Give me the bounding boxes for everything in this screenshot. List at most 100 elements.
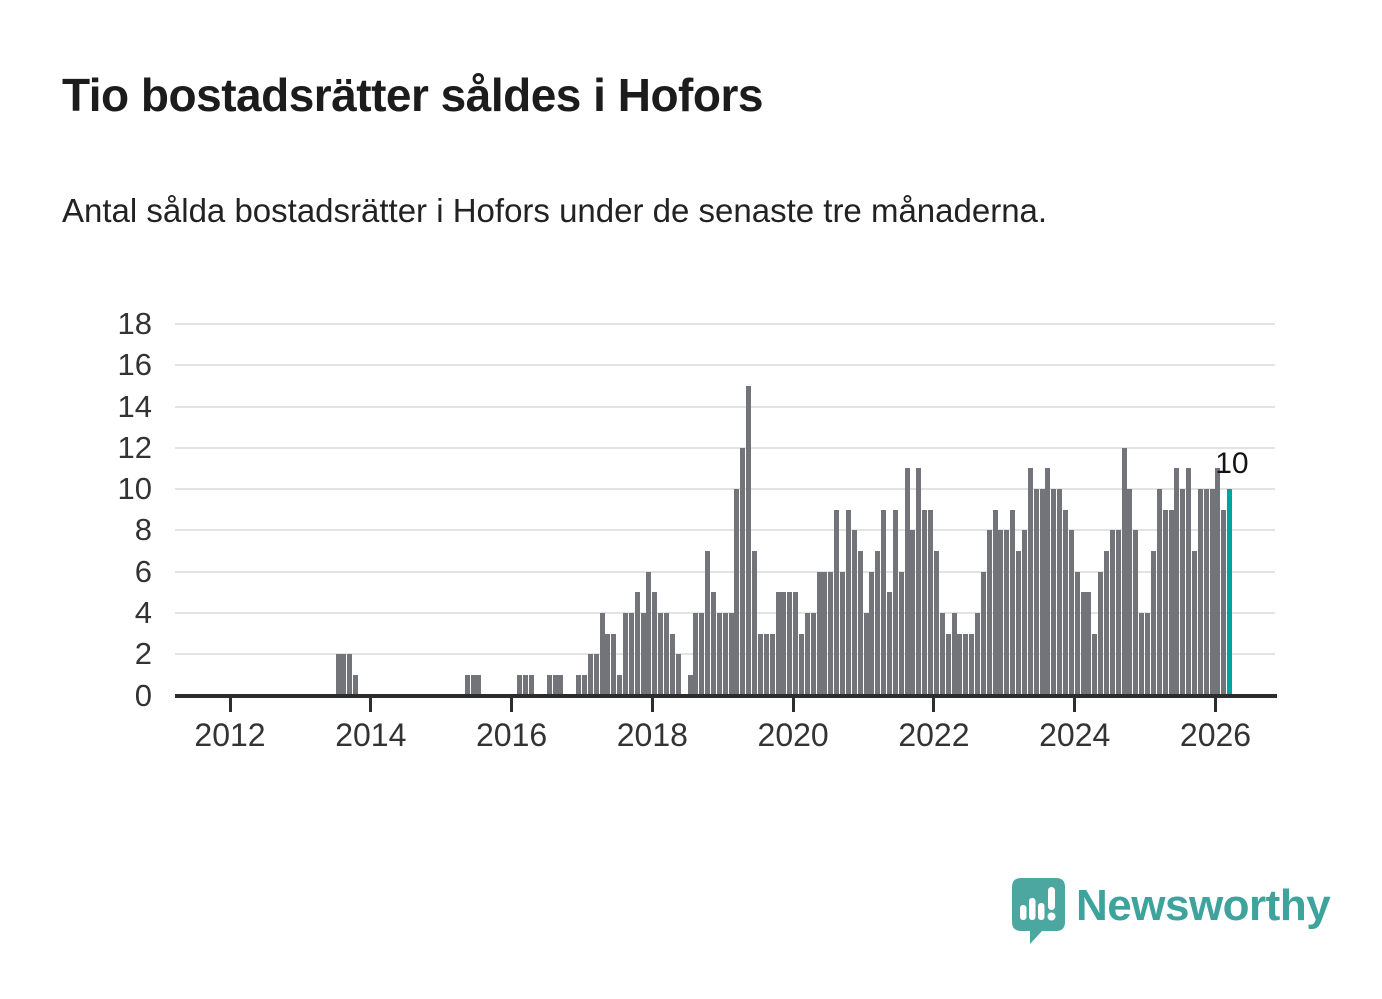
- bar: [881, 509, 887, 696]
- bar: [1033, 489, 1039, 696]
- bar: [939, 612, 945, 696]
- bar: [892, 509, 898, 696]
- last-value-label: 10: [1215, 447, 1249, 481]
- gridline: [175, 446, 1275, 449]
- bar: [974, 612, 980, 696]
- bar: [746, 385, 752, 696]
- bar: [728, 612, 734, 696]
- bar: [933, 551, 939, 696]
- bar: [558, 674, 564, 696]
- y-axis-tick-label: 10: [117, 471, 152, 507]
- x-axis-tick-label: 2024: [1039, 716, 1111, 753]
- bar: [763, 633, 769, 696]
- newsworthy-logo: Newsworthy: [1012, 878, 1332, 948]
- bar: [1062, 509, 1068, 696]
- bar: [652, 592, 658, 696]
- x-axis-tick: [1213, 698, 1217, 712]
- bar: [1098, 571, 1104, 696]
- bar: [693, 612, 699, 696]
- bar: [787, 592, 793, 696]
- bar: [1180, 489, 1186, 696]
- x-axis-tick: [1073, 698, 1077, 712]
- highlighted-bar: [1227, 489, 1233, 696]
- bar: [611, 633, 617, 696]
- bar: [740, 447, 746, 696]
- bar: [875, 551, 881, 696]
- bar: [998, 530, 1004, 696]
- bar: [857, 551, 863, 696]
- bar: [957, 633, 963, 696]
- bar: [945, 633, 951, 696]
- bar: [928, 509, 934, 696]
- bar: [523, 674, 529, 696]
- bar: [628, 612, 634, 696]
- bar: [1004, 530, 1010, 696]
- bar: [1127, 489, 1133, 696]
- bar: [1045, 468, 1051, 696]
- bar: [646, 571, 652, 696]
- bar: [1104, 551, 1110, 696]
- bar: [1021, 530, 1027, 696]
- bar: [986, 530, 992, 696]
- bar: [699, 612, 705, 696]
- bar: [1080, 592, 1086, 696]
- y-axis-tick-label: 2: [134, 636, 152, 672]
- bar: [722, 612, 728, 696]
- bar: [640, 612, 646, 696]
- bar: [1139, 612, 1145, 696]
- bar: [1150, 551, 1156, 696]
- x-axis-tick: [510, 698, 514, 712]
- x-axis-tick: [650, 698, 654, 712]
- bar: [634, 592, 640, 696]
- bar: [341, 654, 347, 696]
- bar: [705, 551, 711, 696]
- y-axis-tick-label: 4: [134, 594, 152, 630]
- bar: [669, 633, 675, 696]
- bar: [810, 612, 816, 696]
- newsworthy-logo-icon: [1012, 878, 1065, 944]
- bar: [605, 633, 611, 696]
- x-axis-line: [175, 694, 1277, 698]
- y-axis-tick-label: 8: [134, 512, 152, 548]
- bar: [1109, 530, 1115, 696]
- x-axis-tick-label: 2018: [616, 716, 688, 753]
- bar: [546, 674, 552, 696]
- bar: [658, 612, 664, 696]
- bar: [711, 592, 716, 696]
- bar: [734, 489, 740, 696]
- bar: [1209, 489, 1215, 696]
- bar: [1121, 447, 1127, 696]
- bar: [816, 571, 822, 696]
- x-axis-tick-label: 2022: [898, 716, 970, 753]
- bar: [951, 612, 957, 696]
- bar: [675, 654, 681, 696]
- bar: [617, 674, 623, 696]
- bar: [476, 674, 482, 696]
- bar: [1039, 489, 1045, 696]
- bar: [1203, 489, 1209, 696]
- gridline: [175, 364, 1275, 367]
- x-axis-tick-label: 2020: [757, 716, 829, 753]
- bar: [517, 674, 523, 696]
- bar: [963, 633, 969, 696]
- bar: [1051, 489, 1057, 696]
- bar: [353, 674, 359, 696]
- bar: [593, 654, 599, 696]
- page-title: Tio bostadsrätter såldes i Hofors: [62, 69, 763, 121]
- x-axis-tick: [228, 698, 232, 712]
- x-axis-tick-label: 2026: [1179, 716, 1252, 753]
- bar: [799, 633, 804, 696]
- bar: [904, 468, 910, 696]
- bar: [980, 571, 986, 696]
- x-axis-tick-label: 2014: [335, 716, 407, 753]
- bar: [335, 654, 341, 696]
- bar: [1092, 633, 1098, 696]
- bar: [599, 612, 605, 696]
- gridline: [175, 322, 1275, 325]
- bar: [804, 612, 810, 696]
- bar: [1174, 468, 1180, 696]
- bar: [769, 633, 775, 696]
- bar: [822, 571, 828, 696]
- bar: [916, 468, 922, 696]
- bar: [581, 674, 587, 696]
